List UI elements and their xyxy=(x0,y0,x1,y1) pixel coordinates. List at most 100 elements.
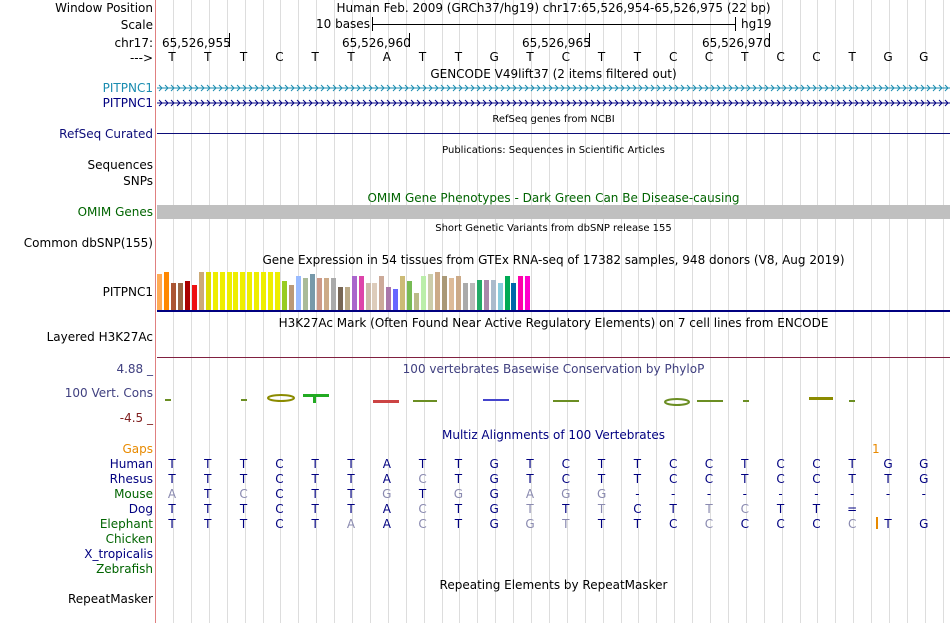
chrom-label: chr17: xyxy=(114,36,153,50)
gtex-tissue-bar[interactable] xyxy=(205,272,211,310)
gtex-tissue-bar[interactable] xyxy=(386,287,392,310)
gtex-tissue-bar[interactable] xyxy=(212,272,218,310)
multiz-base: T xyxy=(526,457,534,471)
gencode-item-1-label[interactable]: PITPNC1 xyxy=(102,81,153,95)
gtex-tissue-bar[interactable] xyxy=(435,272,440,310)
base-letter: C xyxy=(812,50,821,64)
gtex-tissue-bar[interactable] xyxy=(511,283,517,310)
gtex-tissue-bar[interactable] xyxy=(421,276,427,310)
gtex-tissue-bar[interactable] xyxy=(240,272,246,310)
omim-track-label[interactable]: OMIM Genes xyxy=(77,205,153,219)
multiz-species-label[interactable]: Zebrafish xyxy=(96,562,153,576)
gtex-tissue-bar[interactable] xyxy=(316,278,322,310)
gtex-tissue-bar[interactable] xyxy=(337,287,343,310)
gtex-tissue-bar[interactable] xyxy=(302,278,308,310)
scale-label: Scale xyxy=(120,18,153,32)
gtex-tissue-bar[interactable] xyxy=(330,278,336,310)
refseq-track-label[interactable]: RefSeq Curated xyxy=(59,127,153,141)
multiz-base: G xyxy=(489,472,499,486)
gtex-tissue-bar[interactable] xyxy=(323,278,329,310)
multiz-species-label[interactable]: X_tropicalis xyxy=(84,547,153,561)
gtex-tissue-bar[interactable] xyxy=(497,283,503,310)
gtex-tissue-bar[interactable] xyxy=(351,276,357,310)
multiz-base: T xyxy=(741,472,749,486)
gtex-tissue-bar[interactable] xyxy=(365,283,371,310)
gtex-tissue-bar[interactable] xyxy=(170,283,176,310)
refseq-gene-line[interactable] xyxy=(157,133,950,134)
multiz-gaps-label[interactable]: Gaps xyxy=(122,442,153,456)
multiz-base: G xyxy=(561,487,571,501)
gtex-tissue-bar[interactable] xyxy=(379,276,385,310)
phylop-track-label[interactable]: 100 Vert. Cons xyxy=(64,386,153,400)
multiz-base: T xyxy=(705,502,713,516)
gtex-tissue-bar[interactable] xyxy=(400,276,406,310)
gtex-tissue-bar[interactable] xyxy=(309,274,315,310)
omim-gene-bar[interactable] xyxy=(157,205,950,219)
gtex-tissue-bar[interactable] xyxy=(525,276,531,310)
gtex-expression-bars[interactable] xyxy=(157,268,532,310)
gtex-tissue-bar[interactable] xyxy=(268,272,274,310)
gtex-tissue-bar[interactable] xyxy=(254,272,260,310)
gtex-tissue-bar[interactable] xyxy=(233,272,239,310)
gtex-tissue-bar[interactable] xyxy=(296,276,301,310)
multiz-base: C xyxy=(275,517,284,531)
gtex-tissue-bar[interactable] xyxy=(462,283,468,310)
label-divider[interactable] xyxy=(155,0,156,623)
gtex-tissue-bar[interactable] xyxy=(219,272,225,310)
multiz-species-label[interactable]: Human xyxy=(109,457,153,471)
dbsnp-track-label[interactable]: Common dbSNP(155) xyxy=(23,236,153,250)
gtex-tissue-bar[interactable] xyxy=(157,274,162,310)
gtex-tissue-bar[interactable] xyxy=(518,276,524,310)
gencode-transcript-2[interactable] xyxy=(157,97,950,109)
gtex-tissue-bar[interactable] xyxy=(275,272,281,310)
gtex-tissue-bar[interactable] xyxy=(441,276,447,310)
gtex-tissue-bar[interactable] xyxy=(490,280,496,310)
publications-sequences-label[interactable]: Sequences xyxy=(87,158,153,172)
gtex-tissue-bar[interactable] xyxy=(455,276,461,310)
gtex-tissue-bar[interactable] xyxy=(198,272,204,310)
gtex-tissue-bar[interactable] xyxy=(247,272,253,310)
gtex-tissue-bar[interactable] xyxy=(393,289,399,310)
gtex-tissue-bar[interactable] xyxy=(504,276,510,310)
gencode-item-2-label[interactable]: PITPNC1 xyxy=(102,96,153,110)
phylop-conservation-logo[interactable] xyxy=(157,388,950,408)
multiz-species-label[interactable]: Dog xyxy=(128,502,153,516)
gtex-tissue-bar[interactable] xyxy=(469,283,475,310)
gtex-tissue-bar[interactable] xyxy=(289,285,295,310)
multiz-species-label[interactable]: Mouse xyxy=(114,487,153,501)
multiz-species-label[interactable]: Elephant xyxy=(99,517,153,531)
gtex-tissue-bar[interactable] xyxy=(163,272,169,310)
ruler-position-2: 65,526,960 xyxy=(342,36,411,50)
gtex-tissue-bar[interactable] xyxy=(372,283,378,310)
gtex-tissue-bar[interactable] xyxy=(344,287,350,310)
gtex-tissue-bar[interactable] xyxy=(282,281,288,310)
multiz-base: T xyxy=(311,472,319,486)
gtex-tissue-bar[interactable] xyxy=(448,278,454,310)
multiz-species-label[interactable]: Rhesus xyxy=(109,472,153,486)
base-letter: G xyxy=(883,50,893,64)
gtex-tissue-bar[interactable] xyxy=(358,276,364,310)
gtex-tissue-bar[interactable] xyxy=(261,272,267,310)
gtex-tissue-bar[interactable] xyxy=(226,272,232,310)
gtex-track-label[interactable]: PITPNC1 xyxy=(102,285,153,299)
h3k27ac-track-label[interactable]: Layered H3K27Ac xyxy=(46,330,153,344)
repeatmasker-track-label[interactable]: RepeatMasker xyxy=(67,592,153,606)
gencode-transcript-1[interactable] xyxy=(157,82,950,94)
publications-snps-label[interactable]: SNPs xyxy=(123,174,153,188)
gtex-tissue-bar[interactable] xyxy=(191,285,197,310)
multiz-base: - xyxy=(885,487,891,501)
gtex-tissue-bar[interactable] xyxy=(177,283,183,310)
gtex-tissue-bar[interactable] xyxy=(428,274,434,310)
multiz-species-label[interactable]: Chicken xyxy=(105,532,153,546)
gtex-tissue-bar[interactable] xyxy=(476,280,482,310)
gtex-tissue-bar[interactable] xyxy=(483,280,489,310)
multiz-insertion-marker xyxy=(876,517,878,529)
h3k27ac-signal-line[interactable] xyxy=(157,357,950,358)
gtex-tissue-bar[interactable] xyxy=(407,281,413,310)
gtex-tissue-bar[interactable] xyxy=(184,281,190,310)
gtex-tissue-bar[interactable] xyxy=(414,293,420,310)
ruler-tick-3 xyxy=(589,33,590,47)
multiz-base: T xyxy=(562,502,570,516)
ruler-tick-4 xyxy=(769,33,770,47)
multiz-base: T xyxy=(741,457,749,471)
